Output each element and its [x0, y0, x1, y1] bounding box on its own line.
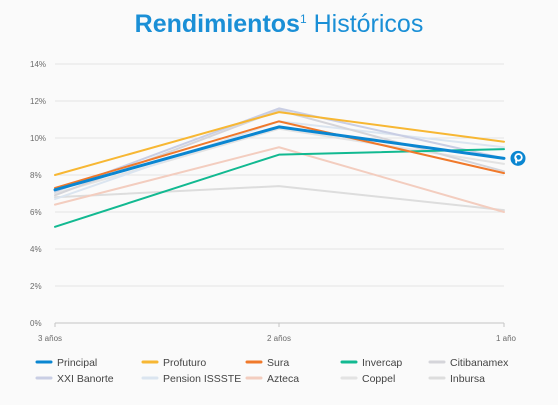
series-line-azteca [54, 146, 505, 213]
x-tick-label: 1 año [496, 334, 517, 343]
chart-title-main: Rendimientos [134, 10, 300, 38]
y-tick-label: 4% [30, 245, 42, 254]
legend-label: Azteca [267, 373, 299, 385]
series-line-sura [54, 120, 505, 189]
chart-title-superscript: 1 [299, 12, 307, 26]
legend-label: Citibanamex [450, 357, 509, 369]
legend-label: XXI Banorte [57, 373, 114, 385]
y-tick-label: 10% [30, 134, 46, 143]
y-tick-label: 6% [30, 208, 42, 217]
legend-label: Profuturo [163, 357, 206, 369]
legend-label: Coppel [362, 373, 395, 385]
legend-item: Inbursa [428, 373, 485, 385]
principal-logo-icon [510, 150, 526, 166]
legend-item: Principal [35, 357, 97, 369]
series-line-invercap [54, 148, 505, 228]
legend-item: Pension ISSSTE [141, 373, 241, 385]
series-line-coppel [54, 127, 505, 195]
legend-label: Pension ISSSTE [163, 373, 241, 385]
x-tick-label: 2 años [267, 334, 291, 343]
y-tick-label: 2% [30, 282, 42, 291]
chart-title-rest: Históricos [306, 10, 424, 38]
y-tick-label: 14% [30, 60, 46, 69]
chart-grid: 0% 2% 4% 6% 8% 10% 12% 14% 3 años 2 años 1 año [30, 60, 517, 343]
legend-item: Profuturo [141, 357, 206, 369]
legend-label: Inbursa [450, 373, 485, 385]
y-tick-label: 12% [30, 97, 46, 106]
y-tick-label: 8% [30, 171, 42, 180]
legend-item: Coppel [340, 373, 395, 385]
chart-title: Rendimientos1 Históricos [0, 10, 558, 39]
series-line-citibanamex [54, 109, 505, 197]
legend-item: Invercap [340, 357, 402, 369]
y-tick-label: 0% [30, 319, 42, 328]
legend-item: Sura [245, 357, 289, 369]
x-tick-label: 3 años [38, 334, 62, 343]
series-line-xxi-banorte [54, 107, 505, 193]
legend-item: Citibanamex [428, 357, 509, 369]
legend-item: XXI Banorte [35, 373, 114, 385]
series-line-profuturo [54, 111, 505, 176]
series-line-inbursa [54, 185, 505, 212]
chart-legend: Principal Profuturo Sura Invercap Citibaname… [35, 357, 509, 385]
series-line-principal [53, 125, 506, 192]
legend-label: Sura [267, 357, 289, 369]
legend-label: Principal [57, 357, 97, 369]
chart-lines [53, 107, 526, 228]
legend-item: Azteca [245, 373, 299, 385]
legend-label: Invercap [362, 357, 402, 369]
